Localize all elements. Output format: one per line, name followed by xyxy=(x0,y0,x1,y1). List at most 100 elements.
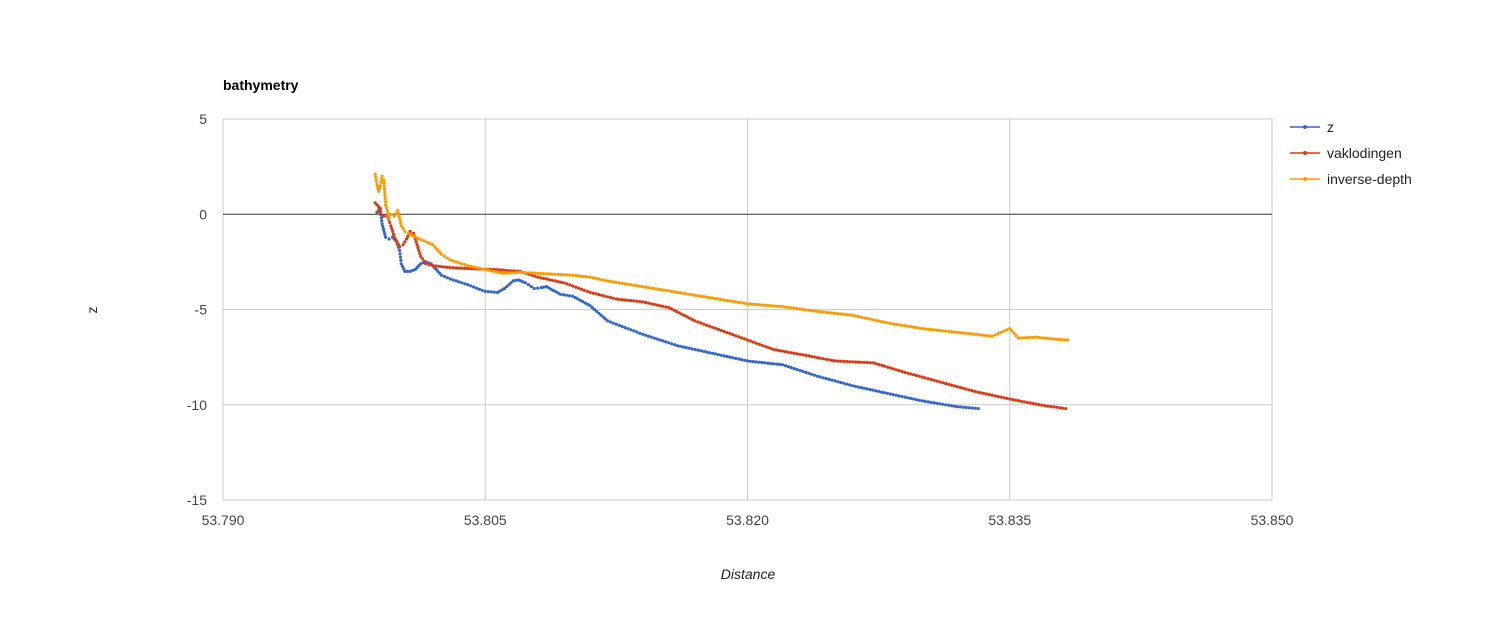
data-point xyxy=(597,293,601,297)
data-point xyxy=(683,314,687,318)
data-point xyxy=(433,245,437,249)
data-point xyxy=(795,307,799,311)
data-point xyxy=(408,269,412,273)
data-point xyxy=(789,366,793,370)
data-point xyxy=(917,374,922,378)
data-point xyxy=(397,214,401,219)
data-point xyxy=(590,306,594,310)
x-axis-ticks: 53.790 53.805 53.820 53.835 53.850 xyxy=(202,512,1294,528)
data-point xyxy=(562,281,566,285)
data-point xyxy=(571,284,575,288)
data-point xyxy=(661,339,665,343)
data-point xyxy=(856,314,860,319)
data-point xyxy=(451,259,455,263)
data-point xyxy=(743,358,747,362)
data-point xyxy=(938,402,942,406)
data-point xyxy=(812,309,817,313)
data-point xyxy=(941,381,945,385)
x-tick-label: 53.850 xyxy=(1251,512,1294,528)
data-point xyxy=(483,267,487,272)
data-point xyxy=(821,376,825,380)
data-point xyxy=(783,350,788,354)
data-point xyxy=(897,394,901,398)
data-point xyxy=(772,347,776,352)
data-point xyxy=(661,288,665,292)
data-point xyxy=(1002,329,1006,333)
data-point xyxy=(394,211,398,215)
data-point xyxy=(374,175,378,179)
data-point xyxy=(903,324,907,328)
data-point xyxy=(606,279,610,283)
data-point xyxy=(550,272,554,276)
data-point xyxy=(664,305,668,309)
data-point xyxy=(646,301,651,305)
data-point xyxy=(667,306,671,310)
data-point xyxy=(378,210,382,214)
data-point xyxy=(448,266,452,270)
data-point xyxy=(967,332,971,336)
data-point xyxy=(891,393,895,397)
data-point xyxy=(842,381,846,385)
data-point xyxy=(382,214,386,218)
data-point xyxy=(862,316,866,320)
data-point xyxy=(542,285,546,289)
data-point xyxy=(909,372,913,376)
data-point xyxy=(582,288,586,292)
data-point xyxy=(1016,399,1021,403)
data-point xyxy=(676,290,680,294)
data-point xyxy=(961,386,965,390)
data-point xyxy=(754,302,758,307)
data-point xyxy=(830,358,834,362)
data-point xyxy=(792,351,796,355)
data-point xyxy=(670,342,674,346)
data-point xyxy=(620,298,624,302)
data-point xyxy=(469,284,473,288)
data-point xyxy=(760,303,764,307)
data-point xyxy=(614,280,619,284)
data-point xyxy=(629,299,633,303)
data-point xyxy=(597,311,601,315)
data-point xyxy=(416,246,420,250)
data-point xyxy=(437,250,441,254)
data-point xyxy=(903,395,907,399)
data-point xyxy=(579,274,584,278)
data-point xyxy=(944,329,948,333)
data-point xyxy=(1028,401,1032,405)
data-point xyxy=(664,340,668,344)
data-point xyxy=(786,350,790,354)
data-point xyxy=(398,218,402,222)
data-point xyxy=(984,392,989,396)
data-point xyxy=(734,356,738,360)
data-point xyxy=(672,308,676,312)
data-point xyxy=(731,356,735,360)
data-point xyxy=(638,300,642,304)
data-point xyxy=(477,266,481,270)
data-point xyxy=(428,241,432,246)
data-point xyxy=(699,349,703,353)
data-point xyxy=(1034,402,1038,406)
data-point xyxy=(501,268,505,272)
data-point xyxy=(979,333,983,337)
data-point xyxy=(1034,335,1038,339)
data-point xyxy=(489,269,493,273)
legend-label: vaklodingen xyxy=(1327,145,1402,161)
data-point xyxy=(976,390,980,394)
data-point xyxy=(620,281,624,285)
data-point xyxy=(611,280,616,284)
data-point xyxy=(649,335,653,339)
data-point xyxy=(912,373,916,377)
data-point xyxy=(544,272,549,276)
data-point xyxy=(824,377,828,381)
data-point xyxy=(383,190,387,194)
data-point xyxy=(578,298,582,302)
data-point xyxy=(472,265,476,269)
data-point xyxy=(547,272,552,276)
data-point xyxy=(967,406,971,410)
data-point xyxy=(780,349,785,353)
data-point xyxy=(384,235,388,239)
data-point xyxy=(489,290,493,294)
data-point xyxy=(917,326,922,330)
data-point xyxy=(536,275,540,279)
data-point xyxy=(561,293,566,297)
data-point xyxy=(608,279,613,283)
